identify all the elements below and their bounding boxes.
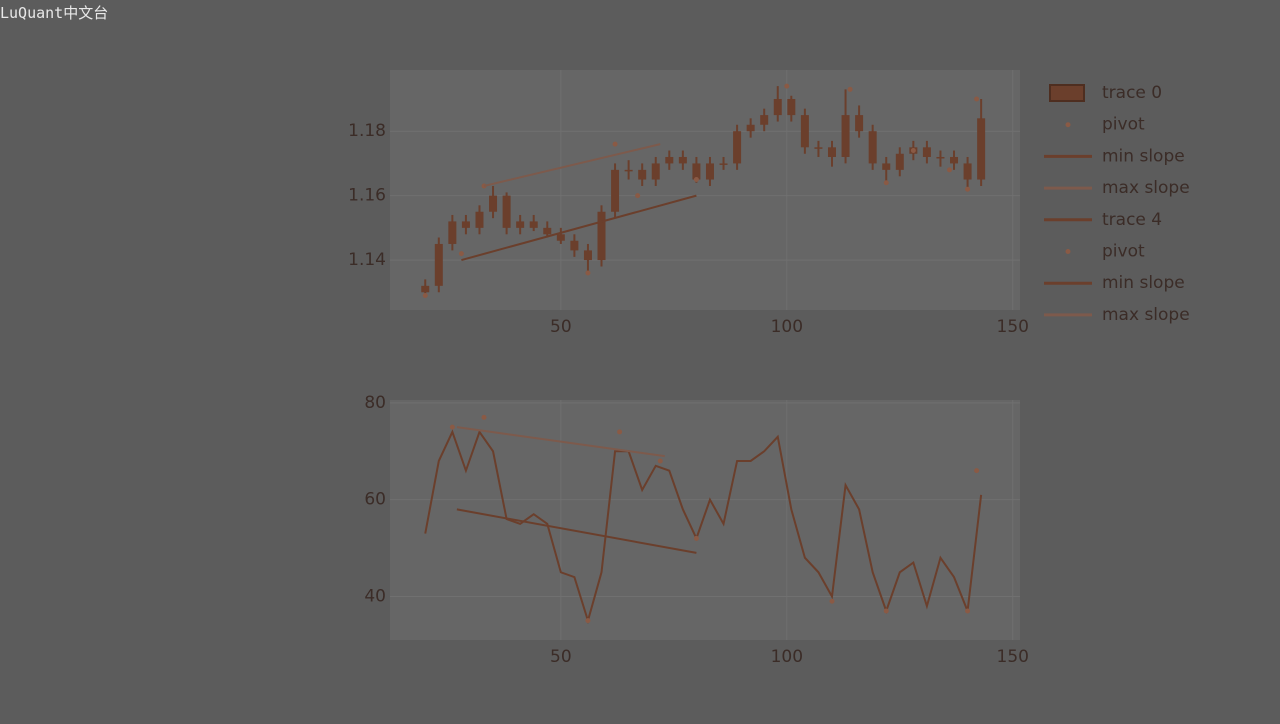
candle-body <box>570 240 579 251</box>
pivot-marker <box>829 598 835 604</box>
pivot-marker <box>946 167 952 173</box>
candle-body <box>814 147 823 149</box>
candle-body <box>882 163 891 170</box>
candle-body <box>556 234 565 241</box>
candle-body <box>922 147 931 157</box>
candle-body <box>434 243 443 286</box>
candle-body <box>692 163 701 180</box>
candle-body <box>787 98 796 116</box>
candle-body <box>583 250 592 261</box>
candle-body <box>705 163 714 180</box>
candle-body <box>678 156 687 164</box>
candle-body <box>963 163 972 180</box>
candle-body <box>611 169 620 212</box>
candle-body <box>624 169 633 172</box>
legend-label: pivot <box>1102 242 1145 262</box>
pivot-marker <box>458 251 464 257</box>
candle-body <box>841 115 850 157</box>
pivot-marker <box>449 424 455 430</box>
pivot-marker <box>847 86 853 92</box>
y-tick-label: 1.18 <box>348 121 386 141</box>
plot-area <box>390 400 1020 640</box>
candle-body <box>800 115 809 148</box>
candle-body <box>719 163 728 165</box>
pivot-marker <box>635 193 641 199</box>
candle-body <box>529 221 538 228</box>
y-tick-label: 80 <box>364 393 386 413</box>
candle-body <box>651 163 660 180</box>
candle-body <box>895 153 904 170</box>
pivot-marker <box>617 429 623 435</box>
candle-body <box>475 211 484 228</box>
x-tick-label: 150 <box>997 317 1029 337</box>
candle-body <box>516 221 525 228</box>
candle-body <box>827 147 836 157</box>
x-tick-label: 50 <box>550 317 572 337</box>
candle-body <box>733 131 742 164</box>
legend-swatch <box>1065 249 1071 254</box>
legend-label: trace 0 <box>1102 83 1162 103</box>
candle-body <box>665 156 674 164</box>
pivot-marker <box>910 148 916 154</box>
legend-label: trace 4 <box>1102 210 1162 230</box>
y-tick-label: 1.14 <box>348 250 386 270</box>
pivot-marker <box>974 96 980 102</box>
plot-area <box>390 70 1020 310</box>
pivot-marker <box>883 180 889 186</box>
candle-body <box>461 221 470 228</box>
pivot-marker <box>965 186 971 192</box>
x-tick-label: 100 <box>771 647 803 667</box>
series-line <box>461 194 697 262</box>
y-tick-label: 40 <box>364 586 386 606</box>
candle-body <box>421 285 430 293</box>
candle-body <box>502 195 511 228</box>
candle-body <box>936 156 945 159</box>
candle-body <box>448 221 457 244</box>
legend-label: min slope <box>1102 273 1185 293</box>
candle-body <box>597 211 606 261</box>
watermark: LuQuant中文台 <box>0 4 109 22</box>
pivot-marker <box>974 468 980 474</box>
pivot-marker <box>693 177 699 183</box>
candle-body <box>868 131 877 164</box>
candle-body <box>638 169 647 180</box>
pivot-marker <box>585 270 591 276</box>
candle-body <box>543 227 552 235</box>
legend-swatch <box>1049 84 1085 102</box>
pivot-marker <box>481 414 487 420</box>
y-tick-label: 60 <box>364 490 386 510</box>
candle-body <box>746 124 755 132</box>
series-line <box>456 426 665 458</box>
x-tick-label: 100 <box>771 317 803 337</box>
pivot-marker <box>784 83 790 89</box>
candle-body <box>855 115 864 132</box>
legend-label: max slope <box>1102 178 1190 198</box>
pivot-marker <box>612 141 618 147</box>
pivot-marker <box>585 618 591 624</box>
x-tick-label: 150 <box>997 647 1029 667</box>
candle-body <box>773 98 782 116</box>
pivot-marker <box>657 458 663 464</box>
candle-body <box>489 195 498 212</box>
series-line <box>483 143 661 187</box>
legend-label: min slope <box>1102 146 1185 166</box>
candle-body <box>950 156 959 164</box>
pivot-marker <box>965 608 971 614</box>
pivot-marker <box>422 293 428 299</box>
candle-body <box>760 115 769 125</box>
series-line <box>456 508 697 554</box>
x-tick-label: 50 <box>550 647 572 667</box>
series-line <box>424 429 983 625</box>
pivot-marker <box>693 535 699 541</box>
y-tick-label: 1.16 <box>348 186 386 206</box>
legend-swatch <box>1065 122 1071 128</box>
legend-label: pivot <box>1102 115 1145 135</box>
pivot-marker <box>883 608 889 614</box>
candle-body <box>977 118 986 180</box>
legend-label: max slope <box>1102 305 1190 325</box>
